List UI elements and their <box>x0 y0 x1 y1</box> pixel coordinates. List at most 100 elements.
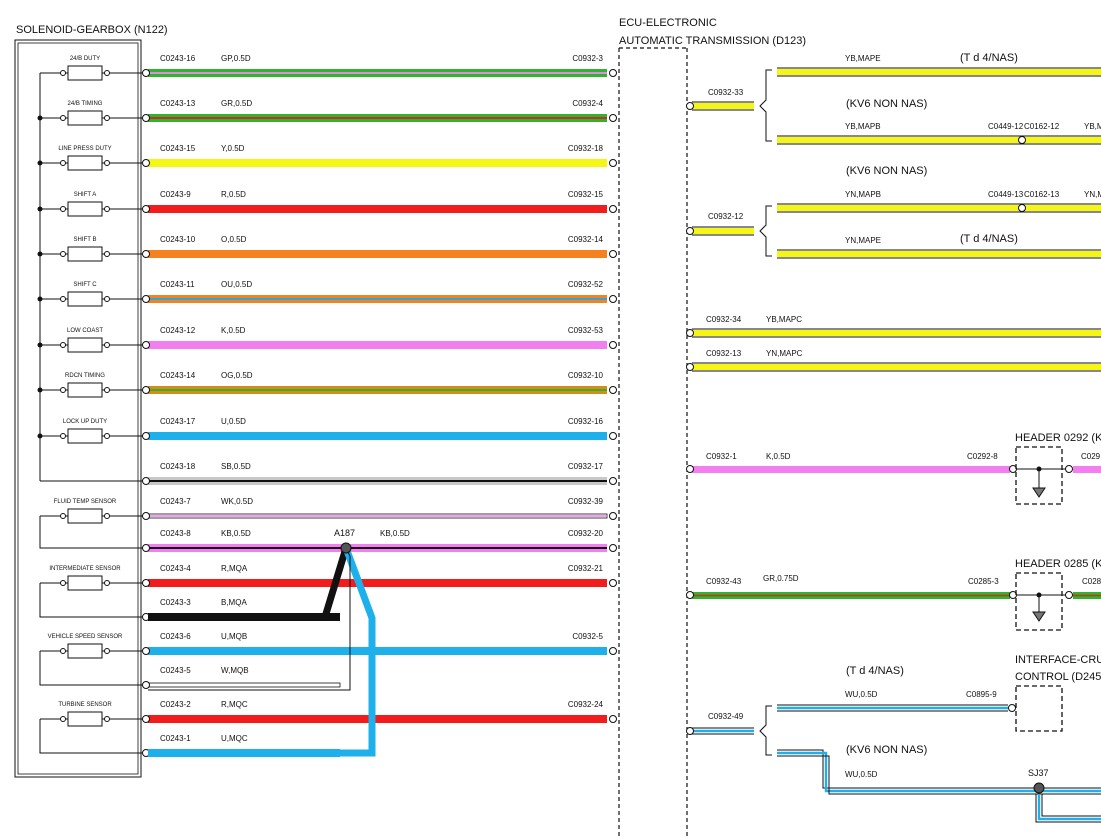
pin-terminal <box>686 329 694 337</box>
component-label: SHIFT A <box>74 192 97 198</box>
connector-label: C0162-12 <box>1024 122 1060 131</box>
bus-junction-dot <box>37 115 43 121</box>
pin-terminal <box>142 432 150 440</box>
pin-terminal <box>609 544 617 552</box>
branch-brace <box>759 705 772 756</box>
component-contact <box>60 387 66 393</box>
wire-code: U,0.5D <box>221 417 246 426</box>
component-contact <box>60 433 66 439</box>
pin-terminal <box>609 114 617 122</box>
from-pin-label: C0243-1 <box>160 734 191 743</box>
wire-code: OG,0.5D <box>221 371 253 380</box>
component-contact <box>104 387 110 393</box>
right-side-group: C0932-33 YB,MAPE (T d 4/NAS) (KV6 NON NA… <box>686 52 1101 823</box>
component-contact <box>104 433 110 439</box>
wire-segment <box>692 228 754 234</box>
inline-connector <box>1018 136 1026 144</box>
sensor-return-lead <box>39 719 143 754</box>
component-contact <box>104 580 110 586</box>
header-box <box>1015 572 1063 631</box>
wire-segment <box>777 205 1101 211</box>
to-pin-label: C0932-14 <box>568 235 604 244</box>
connector-label: C0449-12 <box>988 122 1024 131</box>
pin-terminal <box>609 69 617 77</box>
pin-terminal <box>142 114 150 122</box>
wire-code: GR,0.75D <box>763 574 799 583</box>
pin-terminal <box>686 727 694 735</box>
component-label: SHIFT B <box>74 237 97 243</box>
from-pin-label: C0243-10 <box>160 235 196 244</box>
component-coil <box>67 428 103 444</box>
pin-terminal <box>609 341 617 349</box>
from-pin-label: C0243-8 <box>160 529 191 538</box>
pin-terminal <box>1008 704 1016 712</box>
pin-terminal <box>609 386 617 394</box>
pin-label: C0932-13 <box>706 349 742 358</box>
component-label: SHIFT C <box>73 282 97 288</box>
wire-code: K,0.5D <box>766 452 791 461</box>
component-contact <box>60 580 66 586</box>
ground-symbol <box>1032 611 1046 622</box>
header-label: HEADER 0285 (K <box>1015 558 1101 570</box>
pin-terminal <box>609 205 617 213</box>
variant-note: (KV6 NON NAS) <box>846 744 927 756</box>
wire-segment <box>148 341 607 349</box>
component-contact <box>104 342 110 348</box>
component-label: RDCN TIMING <box>65 373 105 379</box>
pin-terminal <box>609 159 617 167</box>
wire-segment <box>777 69 1101 75</box>
pin-terminal <box>1065 591 1073 599</box>
component-coil <box>67 65 103 81</box>
pin-terminal <box>142 544 150 552</box>
component-coil <box>67 643 103 659</box>
to-pin-label: C0932-3 <box>572 54 603 63</box>
splice-a187 <box>148 542 376 757</box>
component-coil <box>67 337 103 353</box>
component-coil <box>67 110 103 126</box>
variant-note: (KV6 NON NAS) <box>846 98 927 110</box>
connector-label: C0162-13 <box>1024 190 1060 199</box>
pin-label: C0932-34 <box>706 315 742 324</box>
wire-code: W,MQB <box>221 666 249 675</box>
from-pin-label: C0243-9 <box>160 190 191 199</box>
wire-segment <box>777 251 1101 257</box>
from-pin-label: C0243-5 <box>160 666 191 675</box>
to-pin-label: C0932-53 <box>568 326 604 335</box>
connector-label: C0292-8 <box>967 452 998 461</box>
pin-terminal <box>609 477 617 485</box>
connector-label: C029 <box>1081 452 1101 461</box>
wire-code: YN,MAPE <box>845 236 881 245</box>
from-pin-label: C0243-14 <box>160 371 196 380</box>
wire-segment <box>1073 466 1101 473</box>
component-contact <box>60 716 66 722</box>
wire-segment <box>148 715 607 723</box>
component-coil <box>67 575 103 591</box>
wire-segment <box>148 250 607 258</box>
bus-junction-dot <box>37 160 43 166</box>
wire-segment <box>692 466 1010 473</box>
wire-code: R,MQC <box>221 700 248 709</box>
from-pin-label: C0243-7 <box>160 497 191 506</box>
pin-terminal <box>609 432 617 440</box>
pin-terminal <box>142 341 150 349</box>
component-coil <box>67 711 103 727</box>
interface-label: CONTROL (D245) <box>1015 671 1101 683</box>
to-pin-label: C0932-15 <box>568 190 604 199</box>
wire-code: R,0.5D <box>221 190 246 199</box>
wire-segment <box>147 682 341 688</box>
pin-label: C0932-1 <box>706 452 737 461</box>
to-pin-label: C0932-17 <box>568 462 604 471</box>
connector-label: C0449-13 <box>988 190 1024 199</box>
wire-edge <box>1041 794 1101 817</box>
wire-code: U,MQC <box>221 734 248 743</box>
wire-segment <box>148 432 607 440</box>
wire-segment <box>148 579 607 587</box>
wire-segment <box>692 103 754 109</box>
wire-segment <box>692 364 1101 370</box>
pin-terminal <box>142 681 150 689</box>
component-contact <box>60 251 66 257</box>
sensor-return-lead <box>39 583 143 618</box>
wire-segment <box>777 137 1101 143</box>
bus-junction-dot <box>37 342 43 348</box>
sensor-return-lead <box>39 516 143 549</box>
